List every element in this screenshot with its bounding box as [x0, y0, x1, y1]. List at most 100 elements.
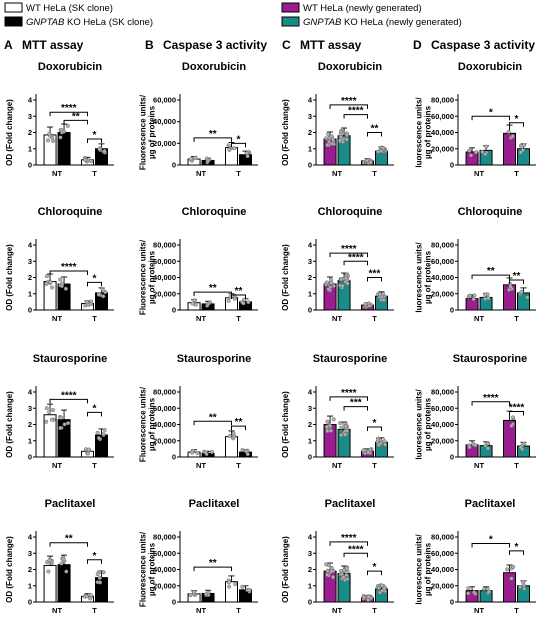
data-point	[505, 567, 510, 572]
significance-label: ****	[341, 244, 357, 255]
significance-bracket	[329, 396, 368, 401]
y-axis-label: OD (Fold change)	[281, 391, 290, 458]
data-point	[84, 594, 89, 599]
data-point	[361, 448, 366, 453]
data-point	[367, 303, 372, 308]
data-point	[345, 281, 350, 286]
y-tick-label: 80,000	[431, 96, 454, 105]
column-letter-b: B	[145, 38, 154, 52]
data-point	[192, 590, 197, 595]
bar	[503, 572, 516, 603]
x-tick-label: T	[372, 606, 377, 615]
data-point	[328, 423, 333, 428]
data-point	[344, 566, 349, 571]
data-point	[344, 573, 349, 578]
data-point	[339, 433, 344, 438]
y-tick-label: 60,000	[153, 404, 176, 413]
significance-label: ****	[348, 252, 364, 263]
y-tick-label: 4	[308, 241, 313, 250]
data-point	[383, 442, 388, 447]
significance-bracket	[231, 425, 246, 431]
y-tick-label: 4	[308, 533, 313, 542]
data-point	[97, 147, 102, 152]
column-title-d: Caspase 3 activity	[431, 38, 535, 52]
significance-bracket	[193, 137, 232, 142]
legend-swatch-wt-new	[281, 2, 300, 13]
data-point	[101, 432, 106, 437]
data-point	[364, 158, 369, 163]
x-tick-label: T	[92, 169, 97, 178]
data-point	[206, 158, 211, 163]
data-point	[190, 450, 195, 455]
data-point	[227, 584, 232, 589]
data-point	[89, 159, 94, 164]
y-tick-label: 60,000	[431, 549, 454, 558]
data-point	[483, 296, 488, 301]
y-tick-label: 3	[28, 257, 32, 266]
data-point	[325, 572, 330, 577]
significance-bracket	[343, 552, 368, 558]
data-point	[340, 284, 345, 289]
data-point	[471, 297, 476, 302]
y-tick-label: 0	[308, 306, 312, 315]
data-point	[324, 136, 329, 141]
x-tick-label: T	[514, 314, 519, 323]
significance-label: **	[235, 286, 243, 297]
data-point	[102, 427, 107, 432]
significance-bracket	[49, 270, 88, 275]
significance-bracket	[343, 406, 368, 411]
significance-label: *	[515, 542, 519, 553]
y-tick-label: 40,000	[431, 565, 454, 574]
column-letter-d: D	[413, 38, 422, 52]
panel-d-paclitaxel: Paclitaxel luorescence units/µg of protei…	[415, 498, 536, 615]
x-tick-label: T	[92, 314, 97, 323]
significance-label: **	[487, 266, 495, 277]
data-point	[58, 135, 63, 140]
data-point	[363, 301, 368, 306]
data-point	[44, 419, 49, 424]
significance-label: **	[209, 412, 217, 423]
y-tick-label: 1	[308, 436, 312, 445]
y-tick-label: 0	[28, 306, 32, 315]
y-tick-label: 60,000	[431, 112, 454, 121]
y-tick-label: 1	[28, 289, 32, 298]
y-axis-label: luorescence units/µg of proteins	[415, 242, 433, 313]
panel-d-staurosporine: Staurosporine luorescence units/µg of pro…	[415, 353, 536, 470]
y-tick-label: 2	[28, 128, 32, 137]
y-tick-label: 40,000	[431, 128, 454, 137]
data-point	[331, 574, 336, 579]
y-tick-label: 0	[28, 161, 32, 170]
significance-bracket	[471, 274, 510, 280]
panel-d-chloroquine: Chloroquine luorescence units/µg of prote…	[415, 206, 536, 323]
x-tick-label: NT	[474, 461, 484, 470]
x-tick-label: T	[92, 606, 97, 615]
data-point	[62, 422, 67, 427]
y-tick-label: 4	[28, 388, 33, 397]
y-tick-label: 1	[28, 436, 32, 445]
significance-label: ****	[483, 393, 499, 404]
significance-bracket	[87, 281, 102, 287]
significance-label: ****	[348, 106, 364, 117]
panel-title: Staurosporine	[453, 353, 528, 365]
y-tick-label: 40,000	[431, 273, 454, 282]
y-tick-label: 0	[172, 306, 176, 315]
significance-bracket	[343, 260, 368, 266]
x-tick-label: NT	[332, 169, 342, 178]
data-point	[101, 570, 106, 575]
bar	[225, 436, 238, 458]
y-tick-label: 3	[308, 549, 312, 558]
bar	[225, 147, 238, 166]
panel-d-doxorubicin: Doxorubicin luorescence units/µg of prote…	[415, 61, 536, 178]
significance-bracket	[329, 541, 368, 546]
significance-bracket	[63, 119, 88, 125]
y-tick-label: 1	[308, 289, 312, 298]
y-tick-label: 40,000	[153, 273, 176, 282]
data-point	[483, 292, 488, 297]
data-point	[338, 421, 343, 426]
data-point	[46, 569, 51, 574]
y-tick-label: 60,000	[153, 257, 176, 266]
data-point	[518, 150, 523, 155]
